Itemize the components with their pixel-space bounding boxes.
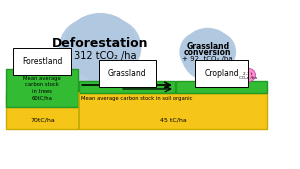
Text: Deforestation: Deforestation xyxy=(52,37,148,50)
Text: conversion: conversion xyxy=(184,48,232,57)
Text: 70tC/ha: 70tC/ha xyxy=(30,118,55,123)
Ellipse shape xyxy=(240,68,256,82)
FancyBboxPatch shape xyxy=(6,69,78,107)
Circle shape xyxy=(77,36,123,81)
Circle shape xyxy=(84,19,141,76)
Circle shape xyxy=(62,14,138,89)
Circle shape xyxy=(180,32,219,71)
Text: CO₂e /ha: CO₂e /ha xyxy=(238,76,256,80)
Text: Mean average
carbon stock
in trees
60tC/ha: Mean average carbon stock in trees 60tC/… xyxy=(23,76,61,100)
Circle shape xyxy=(186,30,220,63)
Circle shape xyxy=(62,31,104,72)
Circle shape xyxy=(82,16,132,64)
Circle shape xyxy=(96,31,138,72)
Circle shape xyxy=(131,74,137,80)
Circle shape xyxy=(192,44,223,75)
Circle shape xyxy=(196,30,229,63)
Text: 45 tC/ha: 45 tC/ha xyxy=(160,118,187,123)
Circle shape xyxy=(124,69,132,77)
Circle shape xyxy=(205,40,234,68)
FancyBboxPatch shape xyxy=(176,81,268,93)
Text: Cropland: Cropland xyxy=(204,69,239,78)
Text: + 92  tCO₂ /ha: + 92 tCO₂ /ha xyxy=(182,56,233,62)
Text: 2,7 t: 2,7 t xyxy=(243,72,252,76)
Text: Forestland: Forestland xyxy=(22,57,62,66)
Text: Grassland: Grassland xyxy=(108,69,146,78)
Circle shape xyxy=(196,32,236,71)
Circle shape xyxy=(182,40,210,68)
FancyBboxPatch shape xyxy=(79,81,175,93)
Circle shape xyxy=(60,19,116,76)
Text: + 312 tCO₂ /ha: + 312 tCO₂ /ha xyxy=(64,51,137,61)
Circle shape xyxy=(182,28,234,80)
Circle shape xyxy=(69,16,118,64)
FancyBboxPatch shape xyxy=(6,93,268,129)
Text: Mean average carbon stock in soil organic: Mean average carbon stock in soil organi… xyxy=(81,96,192,101)
Text: Grassland: Grassland xyxy=(186,42,229,51)
